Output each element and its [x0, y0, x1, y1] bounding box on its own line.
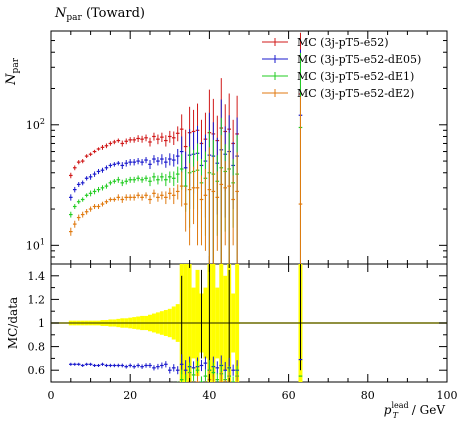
plot-title: Npar (Toward)	[54, 6, 145, 23]
title-symbol: N	[54, 6, 67, 21]
ratio-y-tick-label: 0.6	[28, 364, 46, 377]
title-subscript: par	[66, 13, 82, 23]
ratio-axis-ticks: 0.6 0.8 1 1.2 1.4 0 20 40 60 80 100	[28, 263, 458, 402]
tick-label-base: 10	[26, 119, 40, 132]
ratio-y-tick-label: 1.2	[28, 293, 46, 306]
x-tick-label: 20	[123, 389, 137, 402]
tick-label-exponent: 2	[40, 117, 45, 126]
tick-label-exponent: 1	[40, 237, 45, 246]
main-ylabel-sub: par	[11, 57, 21, 73]
x-tick-label: 80	[361, 389, 375, 402]
series-4	[69, 96, 303, 264]
legend: MC (3j-pT5-e52) MC (3j-pT5-e52-dE05) MC (3…	[262, 36, 421, 100]
ratio-y-tick-label: 1	[38, 317, 45, 330]
xlabel-symbol: p	[384, 403, 392, 417]
ratio-ylabel: MC/data	[6, 297, 20, 349]
main-y-tick-label: 102	[26, 117, 45, 132]
xlabel-sup: lead	[391, 401, 408, 410]
x-axis-label: plead T / GeV	[384, 401, 446, 420]
series-3	[69, 52, 303, 264]
tick-label-base: 10	[26, 239, 40, 252]
ratio-y-tick-label: 1.4	[28, 270, 46, 283]
title-rest: (Toward)	[82, 6, 145, 21]
ratio-data-layer	[69, 264, 303, 382]
x-tick-label: 0	[48, 389, 55, 402]
xlabel-rest: / GeV	[408, 403, 445, 417]
legend-label: MC (3j-pT5-e52-dE1)	[297, 70, 414, 83]
legend-label: MC (3j-pT5-e52-dE2)	[297, 87, 414, 100]
x-tick-label: 60	[282, 389, 296, 402]
main-ylabel: Npar	[4, 57, 21, 86]
ratio-y-tick-label: 0.8	[28, 341, 46, 354]
main-ylabel-symbol: N	[4, 73, 19, 86]
main-y-tick-label: 101	[26, 237, 45, 252]
x-tick-label: 100	[437, 389, 458, 402]
x-tick-label: 40	[202, 389, 216, 402]
main-data-layer	[69, 32, 303, 264]
legend-label: MC (3j-pT5-e52-dE05)	[297, 53, 421, 66]
xlabel-sub: T	[393, 411, 399, 420]
legend-label: MC (3j-pT5-e52)	[297, 36, 389, 49]
